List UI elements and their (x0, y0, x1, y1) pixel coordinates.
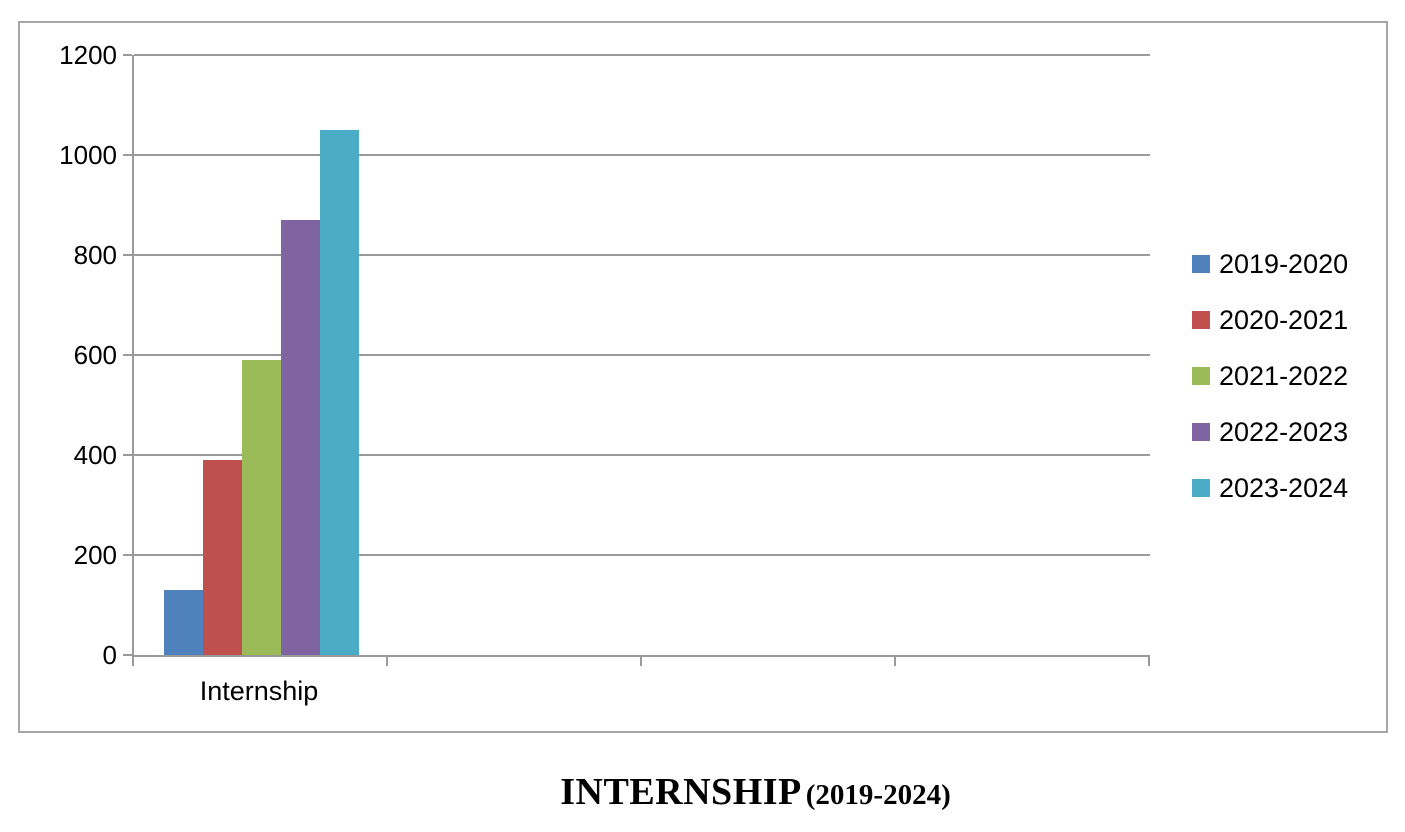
legend-label: 2021-2022 (1219, 360, 1349, 391)
bar-2019-2020 (163, 590, 203, 655)
chart-title-range: (2019-2024) (805, 779, 951, 811)
legend-item-2021-2022: 2021-2022 (1192, 361, 1348, 391)
legend-swatch-icon (1192, 255, 1210, 273)
gridline-y-1200 (134, 54, 1150, 56)
legend: 2019-2020 2020-2021 2021-2022 2022-2023 2023… (1192, 249, 1348, 503)
bar-2021-2022 (241, 360, 281, 655)
x-axis-tick (894, 657, 896, 666)
x-axis-tick (640, 657, 642, 666)
gridline-y-200 (134, 554, 1150, 556)
x-axis-category-label: Internship (199, 676, 319, 706)
bar-2020-2021 (202, 460, 242, 655)
y-axis-label-0: 0 (102, 640, 117, 670)
x-axis-tick (132, 657, 134, 666)
y-axis-tick (123, 254, 132, 256)
y-axis-label-400: 400 (73, 440, 117, 470)
y-axis-label-1000: 1000 (59, 140, 117, 170)
legend-label: 2020-2021 (1219, 304, 1349, 335)
gridline-y-600 (134, 354, 1150, 356)
bar-2022-2023 (280, 220, 320, 655)
bar-2023-2024 (319, 130, 359, 655)
legend-item-2019-2020: 2019-2020 (1192, 249, 1348, 279)
legend-swatch-icon (1192, 479, 1210, 497)
y-axis-tick (123, 454, 132, 456)
y-axis-label-600: 600 (73, 340, 117, 370)
x-axis-tick (1148, 657, 1150, 666)
y-axis-tick (123, 354, 132, 356)
legend-swatch-icon (1192, 311, 1210, 329)
legend-item-2023-2024: 2023-2024 (1192, 473, 1348, 503)
chart-title-main: INTERNSHIP (560, 771, 802, 813)
gridline-y-1000 (134, 154, 1150, 156)
legend-item-2020-2021: 2020-2021 (1192, 305, 1348, 335)
legend-item-2022-2023: 2022-2023 (1192, 417, 1348, 447)
x-axis-tick (386, 657, 388, 666)
gridline-y-800 (134, 254, 1150, 256)
y-axis-tick (123, 554, 132, 556)
y-axis-tick (123, 154, 132, 156)
legend-label: 2022-2023 (1219, 416, 1349, 447)
legend-swatch-icon (1192, 423, 1210, 441)
chart-frame: 0 200 400 600 800 1000 1200 Internship 2019-20… (18, 21, 1388, 733)
y-axis-tick (123, 654, 132, 656)
plot-area (123, 54, 1150, 666)
y-axis-label-200: 200 (73, 540, 117, 570)
gridline-y-400 (134, 454, 1150, 456)
y-axis-tick (123, 54, 132, 56)
y-axis-label-800: 800 (73, 240, 117, 270)
legend-label: 2023-2024 (1219, 472, 1349, 503)
legend-swatch-icon (1192, 367, 1210, 385)
chart-title: INTERNSHIP (2019-2024) (53, 770, 1405, 814)
y-axis-label-1200: 1200 (59, 40, 117, 70)
legend-label: 2019-2020 (1219, 248, 1349, 279)
